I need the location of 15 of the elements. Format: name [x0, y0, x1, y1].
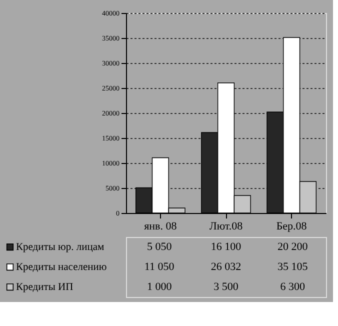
- data-label: 16 100: [210, 241, 242, 253]
- legend-label: Кредиты юр. лицам: [16, 242, 104, 253]
- data-label: 11 050: [144, 261, 175, 273]
- data-label: 20 200: [278, 241, 308, 253]
- data-label: 1 000: [146, 281, 172, 293]
- legend-label: Кредиты ИП: [16, 282, 74, 293]
- x-tick-label: Бер.08: [276, 220, 308, 232]
- data-label: 26 032: [210, 261, 242, 273]
- x-tick-label: Лют.08: [209, 220, 244, 232]
- legend-label: Кредиты населению: [16, 262, 107, 273]
- data-label: 6 300: [280, 281, 306, 293]
- data-label: 5 050: [146, 241, 172, 253]
- x-tick-label: янв. 08: [144, 220, 178, 232]
- data-label: 3 500: [214, 281, 239, 293]
- data-label: 35 105: [278, 261, 308, 273]
